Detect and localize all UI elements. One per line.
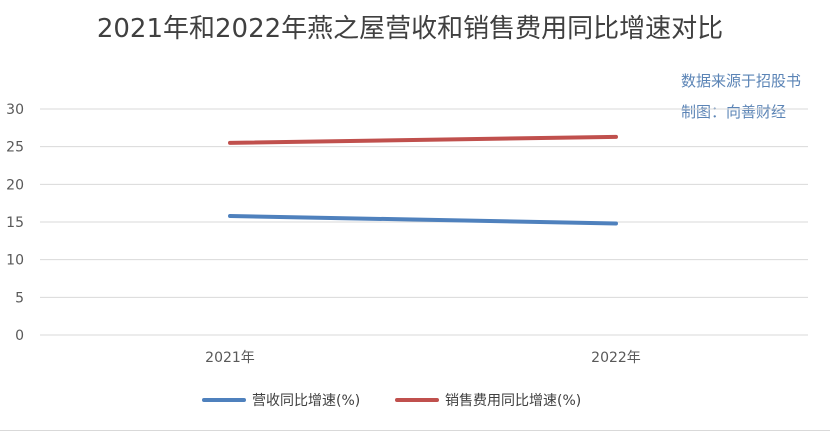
series-line-2 [228,134,618,145]
x-tick-label-1: 2021年 [205,350,255,366]
source-line-2: 制图：向善财经 [681,103,787,121]
source-line-1: 数据来源于招股书 [681,72,802,90]
chart-title: 2021年和2022年燕之屋营收和销售费用同比增速对比 [96,14,724,44]
y-tick-label-30: 30 [6,102,24,118]
legend-label-1: 营收同比增速(%) [252,393,360,409]
y-tick-label-20: 20 [6,177,24,193]
source-note: 数据来源于招股书 制图：向善财经 [681,66,801,128]
y-tick-label-5: 5 [15,290,24,306]
x-tick-label-2: 2022年 [591,350,641,366]
y-tick-label-15: 15 [6,215,24,231]
y-tick-label-10: 10 [6,253,24,269]
bottom-rule [0,430,830,431]
legend-label-2: 销售费用同比增速(%) [445,393,581,409]
y-tick-label-0: 0 [15,328,24,344]
y-tick-label-25: 25 [6,140,24,156]
series-line-1 [228,213,618,226]
